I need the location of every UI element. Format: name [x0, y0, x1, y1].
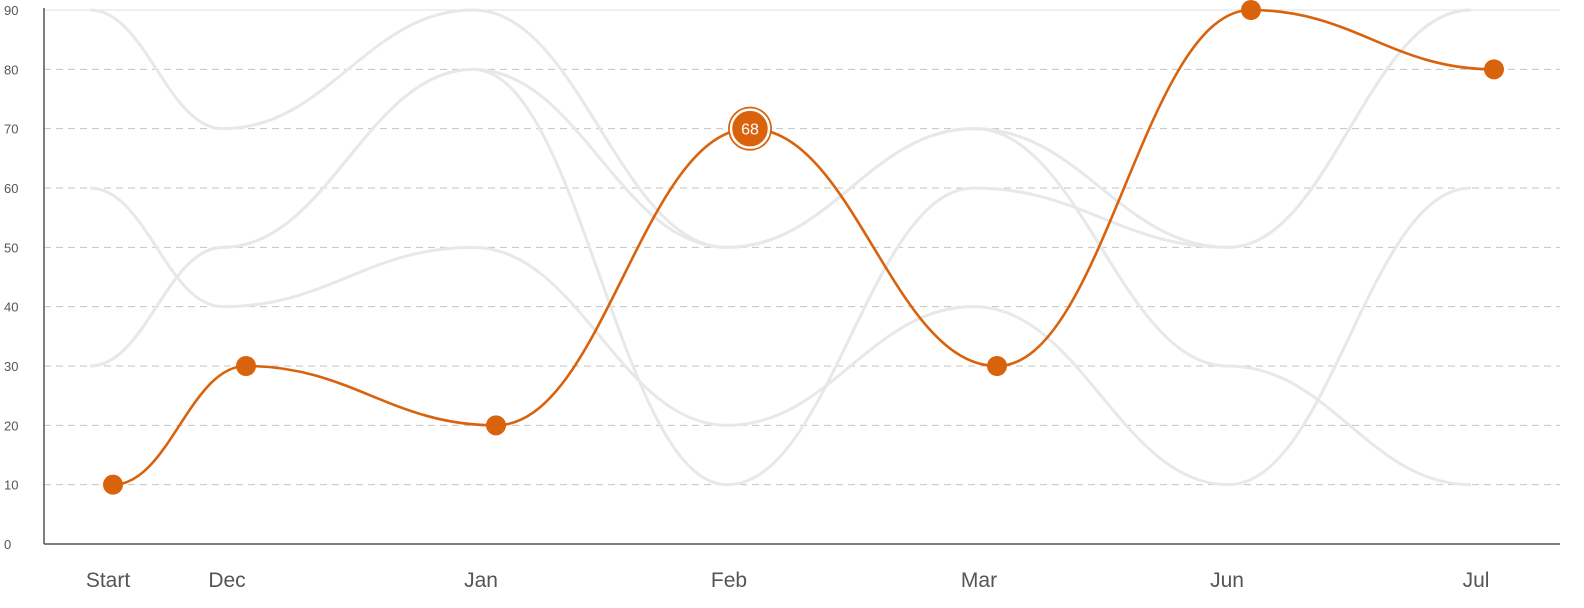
x-tick-label: Jan	[464, 569, 498, 592]
highlight-badge-ring	[729, 108, 771, 149]
data-point[interactable]	[103, 474, 123, 495]
y-tick-label: 20	[4, 418, 18, 433]
data-point[interactable]	[987, 356, 1007, 376]
y-tick-label: 50	[4, 240, 18, 255]
x-tick-label: Jul	[1463, 569, 1490, 592]
background-series-line	[89, 186, 1472, 487]
data-point[interactable]	[486, 415, 506, 436]
x-tick-label: Dec	[208, 569, 245, 592]
x-tick-label: Mar	[961, 569, 997, 592]
y-tick-label: 70	[4, 122, 18, 137]
y-tick-label: 10	[4, 478, 18, 493]
y-tick-label: 0	[4, 537, 11, 552]
x-tick-label: Jun	[1210, 569, 1244, 592]
y-tick-label: 40	[4, 300, 18, 315]
y-tick-label: 80	[4, 62, 18, 77]
y-tick-label: 30	[4, 359, 18, 374]
grid-lines	[44, 9, 1560, 486]
data-point[interactable]	[734, 112, 766, 145]
background-series	[89, 8, 1472, 487]
background-series-line	[89, 67, 1472, 487]
data-point[interactable]	[1484, 59, 1504, 80]
data-point[interactable]	[236, 356, 256, 376]
data-label: 68	[741, 122, 759, 139]
tick-labels: 0 10 20 30 40 50 60 70 80 90 Start Dec Jan Feb Mar Jun J…	[4, 3, 1489, 592]
axes	[43, 8, 1560, 545]
x-tick-label: Start	[86, 569, 131, 592]
x-tick-label: Feb	[711, 569, 747, 592]
highlighted-series: 68	[103, 0, 1504, 495]
y-tick-label: 90	[4, 3, 18, 18]
y-tick-label: 60	[4, 181, 18, 196]
series-line	[112, 8, 1495, 486]
data-point[interactable]	[1241, 0, 1261, 20]
